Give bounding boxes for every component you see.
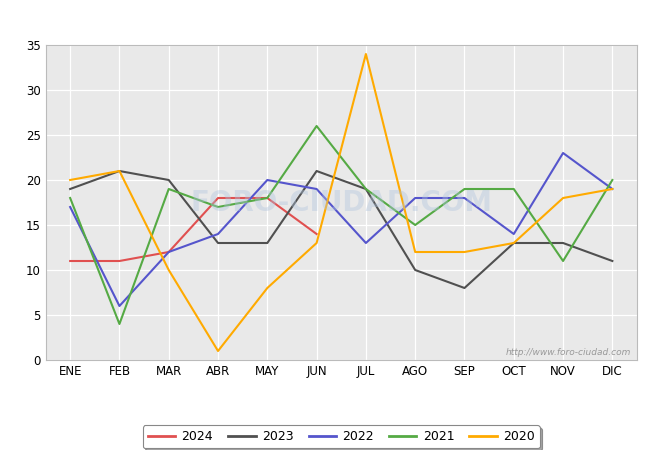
Text: FORO-CIUDAD.COM: FORO-CIUDAD.COM: [190, 189, 492, 216]
Text: Matriculaciones de Vehiculos en Laredo: Matriculaciones de Vehiculos en Laredo: [147, 11, 503, 29]
Text: http://www.foro-ciudad.com: http://www.foro-ciudad.com: [506, 348, 631, 357]
Legend: 2024, 2023, 2022, 2021, 2020: 2024, 2023, 2022, 2021, 2020: [143, 425, 540, 448]
